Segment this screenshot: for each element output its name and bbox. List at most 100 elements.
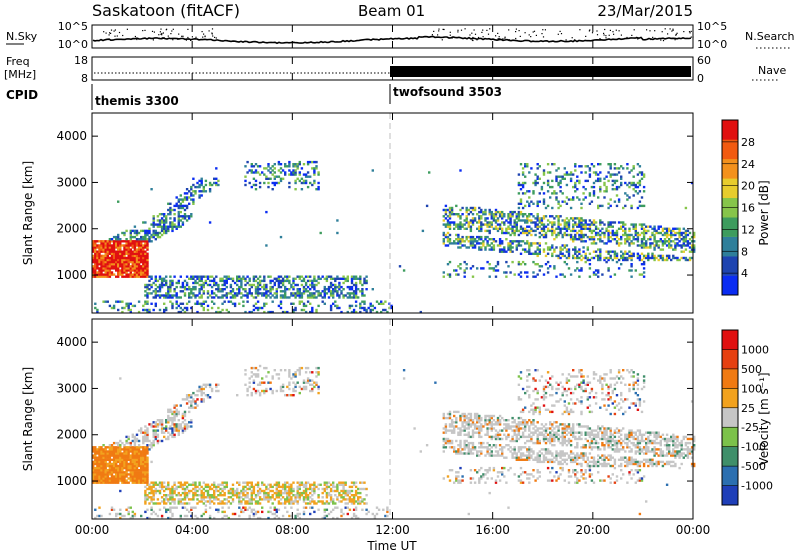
power-cell (563, 200, 566, 203)
power-cell (597, 256, 600, 260)
power-cell (501, 250, 504, 253)
power-cell (258, 185, 262, 189)
velocity-cell (131, 516, 134, 520)
velocity-cell (194, 487, 197, 491)
power-cell (555, 177, 558, 180)
power-cell (551, 163, 554, 166)
velocity-cell (286, 510, 289, 514)
power-cell (630, 269, 633, 272)
velocity-cell (250, 391, 253, 395)
noise-search-point (533, 30, 536, 32)
power-cell (615, 179, 619, 183)
velocity-cell (142, 460, 145, 464)
power-cell (634, 269, 637, 272)
velocity-cell (202, 502, 205, 505)
power-cell (645, 256, 648, 260)
power-cell (117, 265, 120, 268)
power-cell (160, 281, 164, 285)
velocity-cell (119, 471, 122, 474)
power-cell (442, 208, 445, 212)
velocity-cell (106, 471, 109, 474)
velocity-cell (294, 385, 297, 389)
power-cell (501, 213, 504, 216)
velocity-cell (123, 462, 126, 466)
power-cell (557, 221, 560, 224)
noise-search-point (661, 31, 663, 33)
power-cell (605, 185, 608, 189)
velocity-cell (177, 431, 180, 434)
power-cell (607, 231, 610, 235)
velocity-cell (127, 448, 130, 451)
velocity-cell (252, 487, 256, 491)
power-cell (288, 163, 291, 166)
noise-search-point (589, 29, 591, 31)
power-cell (292, 285, 295, 289)
power-cell (590, 242, 594, 245)
power-cell (617, 200, 621, 203)
noise-search-point (457, 29, 459, 31)
power-cell (638, 200, 642, 203)
power-cell (200, 296, 203, 299)
velocity-cell (188, 394, 191, 397)
power-cell (129, 238, 132, 241)
power-cell (507, 248, 510, 251)
power-cell (248, 169, 251, 172)
power-cell (551, 252, 554, 255)
power-cell (177, 281, 180, 285)
velocity-cell (129, 450, 132, 453)
power-cell (152, 219, 155, 222)
power-cell (676, 256, 679, 260)
power-cell (106, 256, 109, 260)
velocity-cell (281, 502, 285, 505)
noise-search-point (114, 29, 116, 31)
power-cell (661, 229, 665, 233)
power-cell (672, 229, 675, 233)
power-cell (94, 269, 97, 272)
power-cell (526, 225, 529, 228)
velocity-cell (281, 483, 285, 486)
power-cell (672, 227, 675, 230)
power-cell (313, 179, 316, 183)
power-cell (494, 269, 498, 272)
power-cell (309, 279, 312, 283)
velocity-cell (261, 483, 264, 486)
velocity-cell (273, 498, 276, 501)
power-cell (574, 185, 577, 189)
velocity-cell (163, 435, 166, 439)
power-cell (486, 242, 489, 245)
power-cell (597, 258, 600, 262)
velocity-cell (133, 469, 137, 472)
power-cell (231, 290, 235, 293)
power-cell (233, 304, 237, 308)
power-cell (198, 196, 201, 199)
velocity-cell (127, 441, 130, 445)
power-cell (256, 281, 260, 285)
power-cell (311, 167, 314, 170)
power-cell (480, 223, 483, 226)
velocity-cell (129, 471, 132, 474)
velocity-cell (117, 475, 120, 478)
velocity-cell (279, 485, 283, 489)
power-cell (521, 192, 525, 195)
power-cell (682, 250, 685, 253)
power-cell (624, 242, 627, 245)
power-cell (690, 256, 694, 260)
power-cell (365, 288, 368, 291)
velocity-cell (127, 456, 130, 459)
power-cell (183, 215, 187, 218)
velocity-cell (121, 462, 124, 466)
power-cell (281, 277, 285, 280)
velocity-cell (133, 512, 137, 516)
power-cell (125, 269, 128, 272)
power-cell (106, 254, 109, 258)
velocity-cell (213, 494, 216, 497)
power-cell (104, 300, 107, 303)
power-cell (496, 260, 500, 264)
velocity-cell (110, 452, 114, 455)
power-cell (156, 233, 160, 237)
velocity-cell (112, 508, 116, 511)
power-cell (649, 246, 652, 249)
power-cell (507, 265, 510, 268)
power-cell (236, 277, 239, 280)
power-cell (213, 281, 216, 285)
